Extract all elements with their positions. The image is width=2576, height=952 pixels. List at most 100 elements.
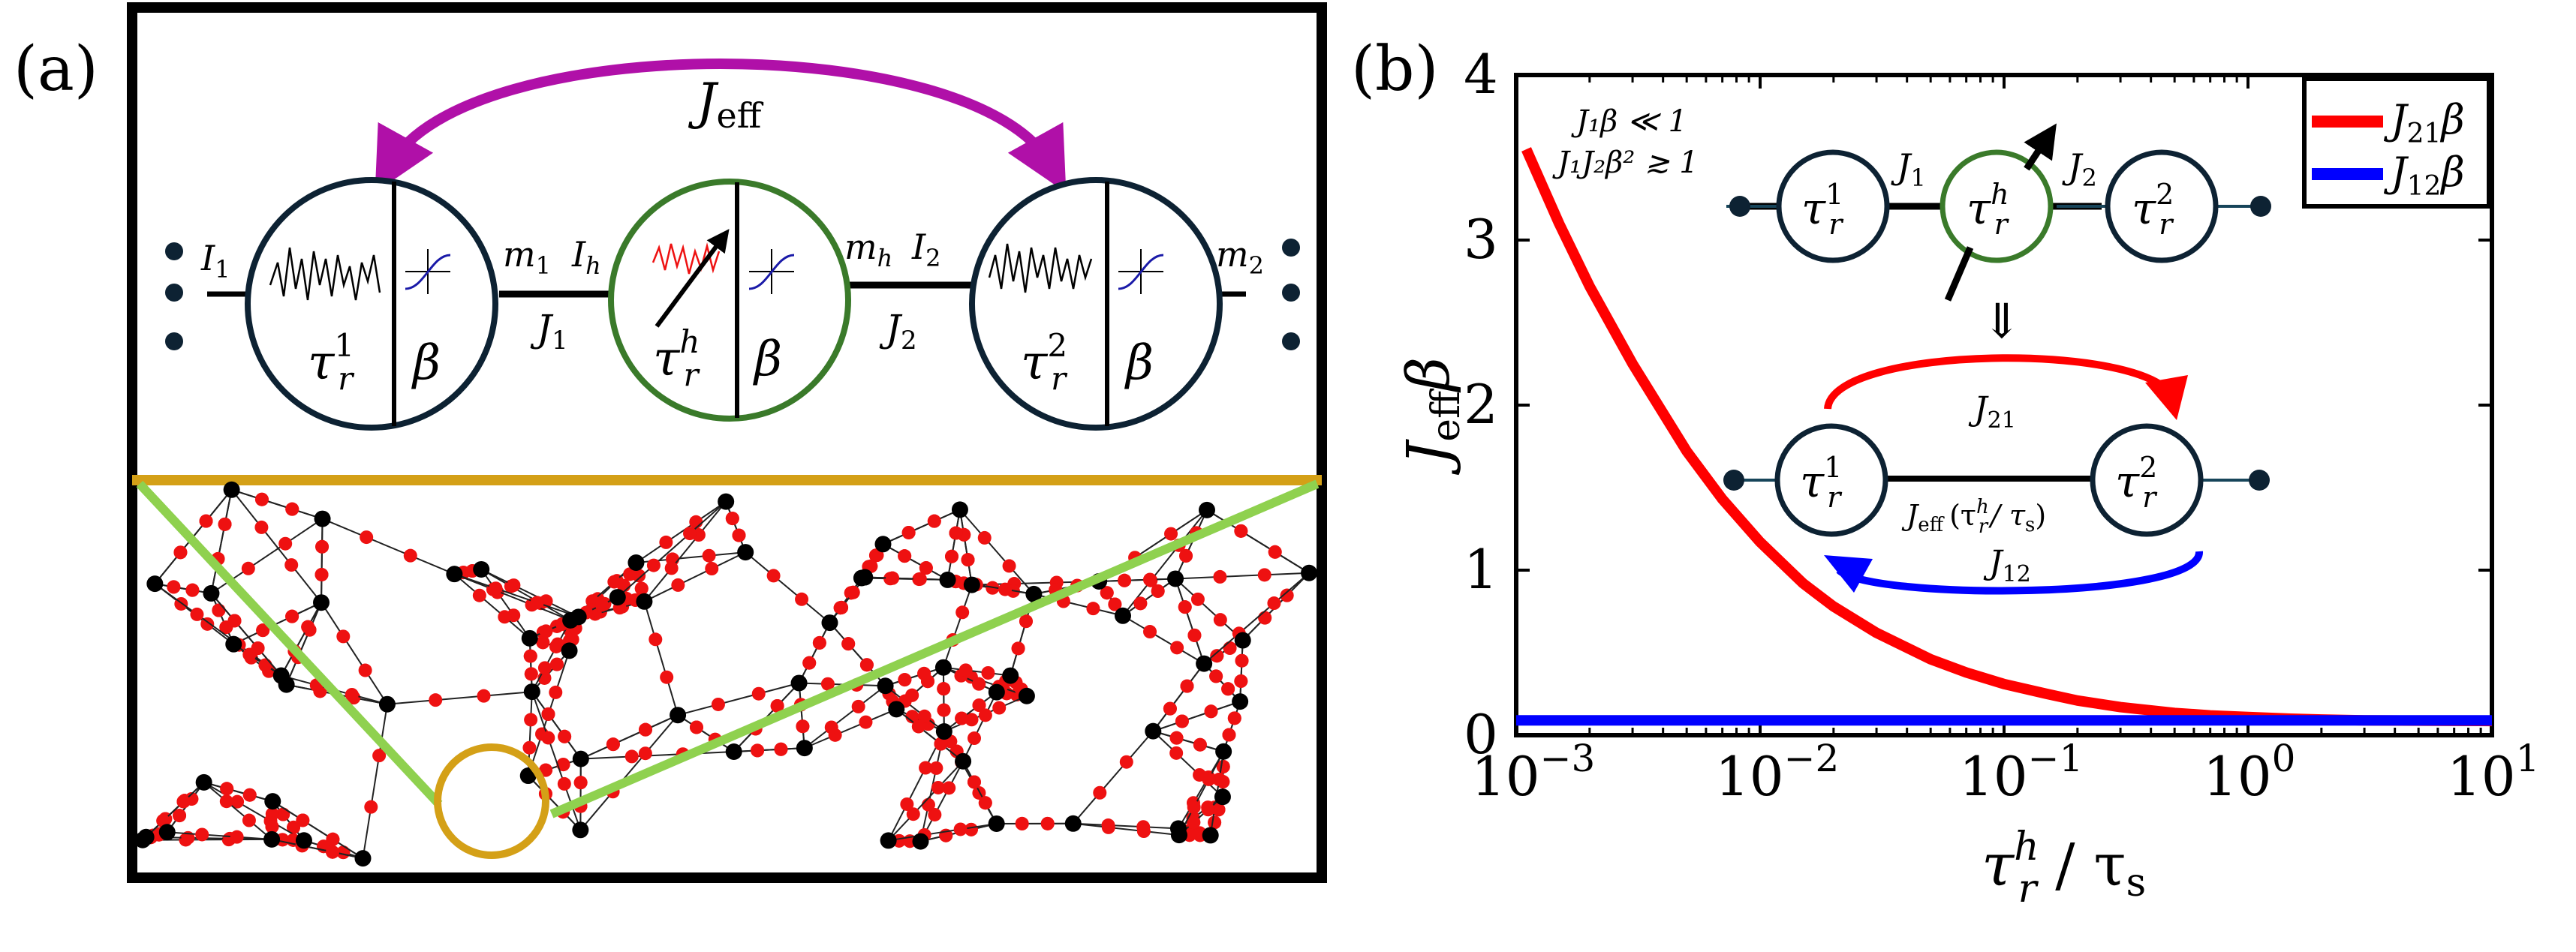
hidden-node xyxy=(1133,596,1148,611)
network-edge xyxy=(943,666,998,693)
hidden-node xyxy=(536,635,550,650)
hidden-node xyxy=(796,719,810,734)
visible-node xyxy=(725,743,742,761)
hidden-spin-node: τh r β xyxy=(608,179,851,422)
inset-j2: J2 xyxy=(2062,146,2097,192)
visible-node xyxy=(263,830,281,848)
right-dot xyxy=(1282,332,1300,350)
hidden-node xyxy=(1193,737,1207,752)
svg-text:τ2r: τ2 r xyxy=(2132,178,2174,241)
hidden-node xyxy=(557,776,571,791)
hidden-node xyxy=(1170,641,1184,655)
hidden-node xyxy=(1267,596,1281,611)
visible-node xyxy=(888,701,905,718)
visible-node xyxy=(1301,564,1318,581)
hidden-node xyxy=(530,596,544,610)
network-edge xyxy=(271,838,363,860)
hidden-node xyxy=(242,813,256,827)
network-edge xyxy=(203,782,305,842)
hidden-node xyxy=(1175,714,1189,728)
network-edge xyxy=(798,622,831,683)
network-edge xyxy=(453,573,531,639)
label-mh: mh xyxy=(844,227,892,272)
hidden-node xyxy=(931,780,945,794)
hidden-node xyxy=(953,822,968,836)
hidden-node xyxy=(961,553,975,567)
network-edge xyxy=(643,500,727,602)
visible-node xyxy=(1232,693,1249,710)
network-edge xyxy=(962,761,998,824)
hidden-node xyxy=(859,715,873,729)
visible-node xyxy=(963,576,980,593)
network-edge xyxy=(942,584,973,668)
hidden-node xyxy=(364,800,378,814)
visible-node xyxy=(523,683,540,701)
visible-node xyxy=(790,674,808,692)
hidden-node xyxy=(964,713,979,727)
network-edge xyxy=(1203,572,1310,665)
hidden-node xyxy=(1187,800,1201,815)
visible-node xyxy=(225,635,242,653)
sigmoid-icon xyxy=(405,254,451,290)
visible-node xyxy=(137,828,155,845)
visible-node xyxy=(856,569,874,586)
hidden-node xyxy=(1163,701,1177,716)
hidden-node xyxy=(358,663,372,677)
hidden-node xyxy=(185,583,200,597)
inset-top-chain: τ1 r τh r τ2 r J1 J2 ⇓ xyxy=(1726,123,2271,350)
j21-label: J21 xyxy=(1968,390,2016,434)
curves xyxy=(1516,147,2493,727)
network-edge xyxy=(883,509,961,545)
hidden-node xyxy=(403,548,417,563)
visible-node xyxy=(939,571,956,588)
hidden-node xyxy=(689,515,703,529)
sigmoid-icon xyxy=(1118,254,1164,290)
network-edge xyxy=(320,518,324,603)
hidden-node xyxy=(1213,569,1227,584)
hidden-node xyxy=(522,740,537,755)
hidden-node xyxy=(472,588,486,602)
network-edge xyxy=(387,691,532,705)
hidden-node xyxy=(683,527,697,541)
hidden-node xyxy=(1143,572,1157,587)
visible-node xyxy=(572,821,589,839)
network-edge xyxy=(733,747,805,753)
hidden-node xyxy=(230,794,245,809)
hidden-node xyxy=(1202,772,1216,786)
hidden-node xyxy=(919,561,933,575)
y-tick-label: 1 xyxy=(1464,538,1498,601)
inset-node-2 xyxy=(2105,149,2219,263)
hidden-node xyxy=(1216,759,1230,773)
zoom-line-left xyxy=(136,480,443,808)
hidden-node xyxy=(314,567,329,581)
hidden-node xyxy=(251,641,265,656)
network-edge xyxy=(1152,730,1223,797)
x-axis-label: τh r / τs xyxy=(1982,824,2146,911)
hidden-node xyxy=(901,525,916,539)
hidden-node xyxy=(978,796,992,810)
hidden-node xyxy=(167,580,181,594)
visible-node xyxy=(1002,667,1019,684)
panel-a-frame xyxy=(127,2,1327,883)
hidden-node xyxy=(1108,597,1122,611)
network-edge xyxy=(617,500,727,598)
hidden-node xyxy=(1169,746,1184,760)
hidden-node xyxy=(1190,592,1205,606)
network-edge xyxy=(167,831,272,840)
hidden-node xyxy=(917,709,931,723)
visible-node xyxy=(314,510,331,527)
hidden-node xyxy=(898,549,912,563)
hidden-node xyxy=(1210,649,1224,663)
hidden-node xyxy=(1212,772,1226,786)
visible-node xyxy=(572,750,589,767)
hidden-node xyxy=(265,819,279,833)
hidden-node xyxy=(287,820,301,834)
visible-node xyxy=(473,560,490,578)
network-edge xyxy=(1175,578,1205,664)
panel-a: (a) Jeff τ1 r β xyxy=(14,2,1327,883)
network-edge xyxy=(210,593,235,645)
visible-node xyxy=(1064,815,1082,832)
network-edge xyxy=(320,602,388,705)
hidden-node xyxy=(523,649,537,663)
